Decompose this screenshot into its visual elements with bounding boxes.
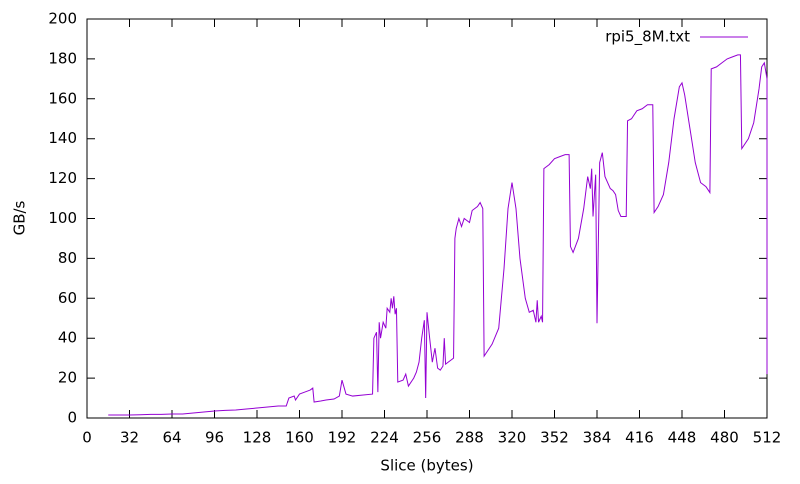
x-tick-label: 256 — [413, 429, 442, 447]
y-axis-label: GB/s — [11, 200, 29, 235]
x-tick-label: 64 — [162, 429, 181, 447]
y-tick-label: 20 — [58, 369, 77, 387]
y-tick-label: 200 — [48, 10, 77, 28]
y-tick-label: 60 — [58, 289, 77, 307]
y-tick-label: 180 — [48, 49, 77, 67]
y-tick-label: 160 — [48, 89, 77, 107]
y-tick-label: 40 — [58, 329, 77, 347]
x-tick-label: 512 — [753, 429, 782, 447]
y-tick-label: 120 — [48, 169, 77, 187]
data-line — [108, 54, 768, 416]
x-tick-label: 480 — [710, 429, 739, 447]
y-tick-label: 80 — [58, 249, 77, 267]
y-tick-label: 0 — [67, 409, 77, 427]
x-tick-label: 96 — [205, 429, 224, 447]
y-tick-label: 140 — [48, 129, 77, 147]
x-tick-label: 416 — [625, 429, 654, 447]
y-tick-label: 100 — [48, 209, 77, 227]
x-tick-label: 352 — [540, 429, 569, 447]
plot-border — [86, 18, 768, 419]
x-tick-label: 0 — [82, 429, 92, 447]
legend-label: rpi5_8M.txt — [605, 28, 690, 47]
x-axis-label: Slice (bytes) — [380, 457, 473, 475]
x-tick-label: 192 — [328, 429, 357, 447]
x-tick-label: 320 — [498, 429, 527, 447]
x-tick-label: 32 — [120, 429, 139, 447]
x-tick-label: 384 — [583, 429, 612, 447]
x-tick-label: 160 — [285, 429, 314, 447]
x-tick-label: 128 — [243, 429, 272, 447]
x-tick-label: 448 — [668, 429, 697, 447]
x-tick-label: 288 — [455, 429, 484, 447]
x-tick-label: 224 — [370, 429, 399, 447]
